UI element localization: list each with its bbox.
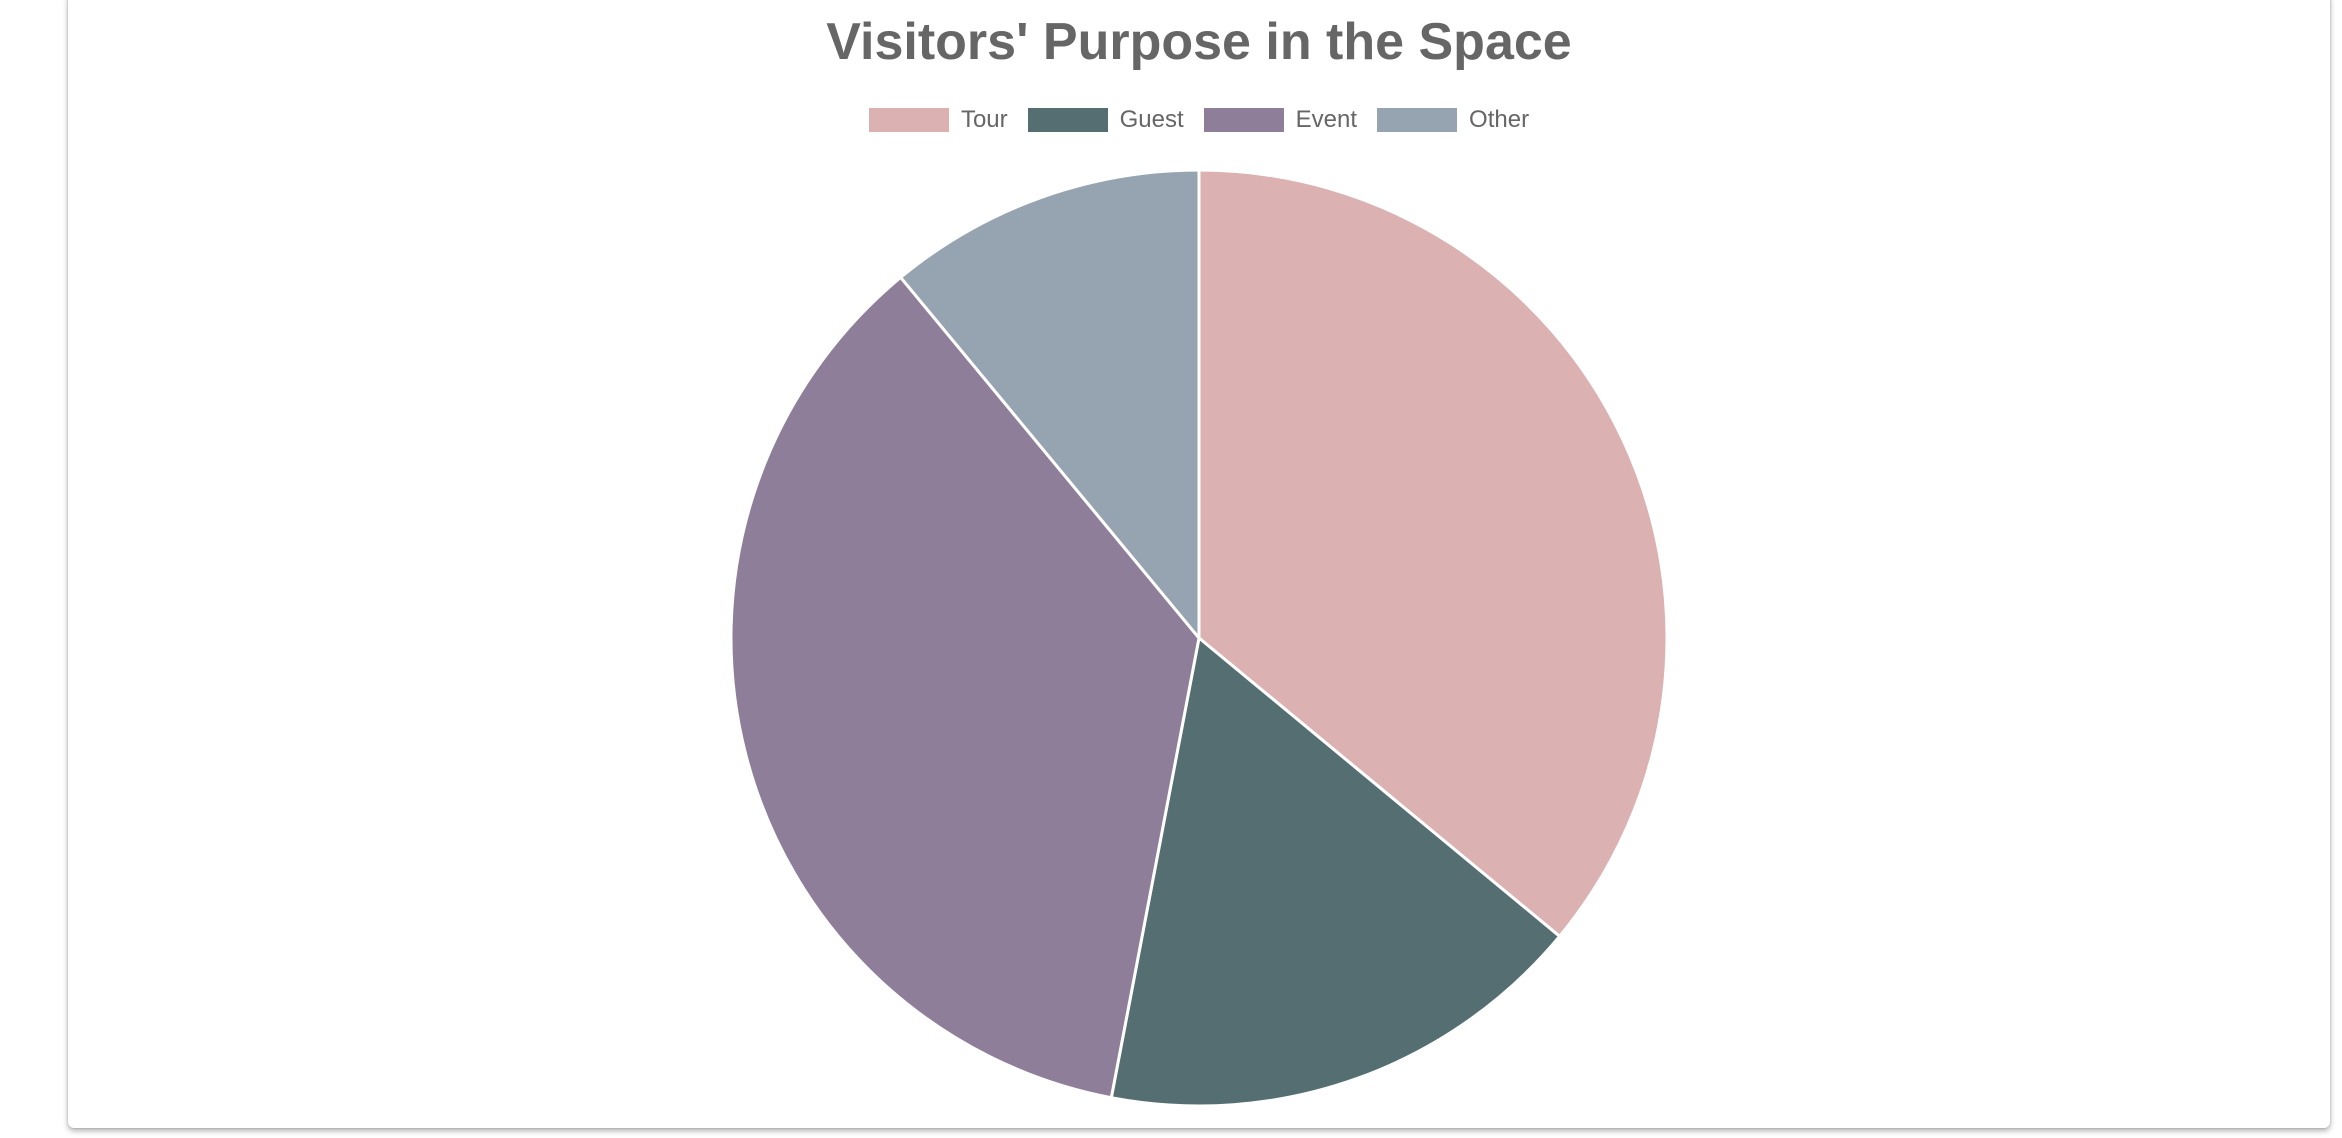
pie-slice-tour[interactable] [1197,168,1669,938]
pie-slice-event[interactable] [729,275,1201,1100]
legend-item-tour[interactable]: Tour [868,106,1008,134]
legend-swatch-event [1203,108,1284,132]
legend-item-other[interactable]: Other [1377,106,1529,134]
legend-label-guest: Guest [1119,106,1184,133]
chart-legend: Tour Guest Event Other [68,106,2330,134]
legend-swatch-guest [1027,108,1108,132]
legend-item-guest[interactable]: Guest [1027,106,1184,134]
legend-item-event[interactable]: Event [1203,106,1358,134]
legend-label-other: Other [1469,106,1530,133]
legend-label-event: Event [1295,106,1358,133]
legend-label-tour: Tour [960,106,1008,133]
pie-slice-other[interactable] [899,168,1201,640]
legend-swatch-other [1377,108,1458,132]
legend-swatch-tour [868,108,949,132]
chart-title: Visitors' Purpose in the Space [826,13,1572,71]
chart-card: Visitors' Purpose in the Space Tour Gues… [68,0,2330,1128]
pie-chart [729,168,1669,1108]
pie-slice-guest[interactable] [1109,636,1562,1108]
